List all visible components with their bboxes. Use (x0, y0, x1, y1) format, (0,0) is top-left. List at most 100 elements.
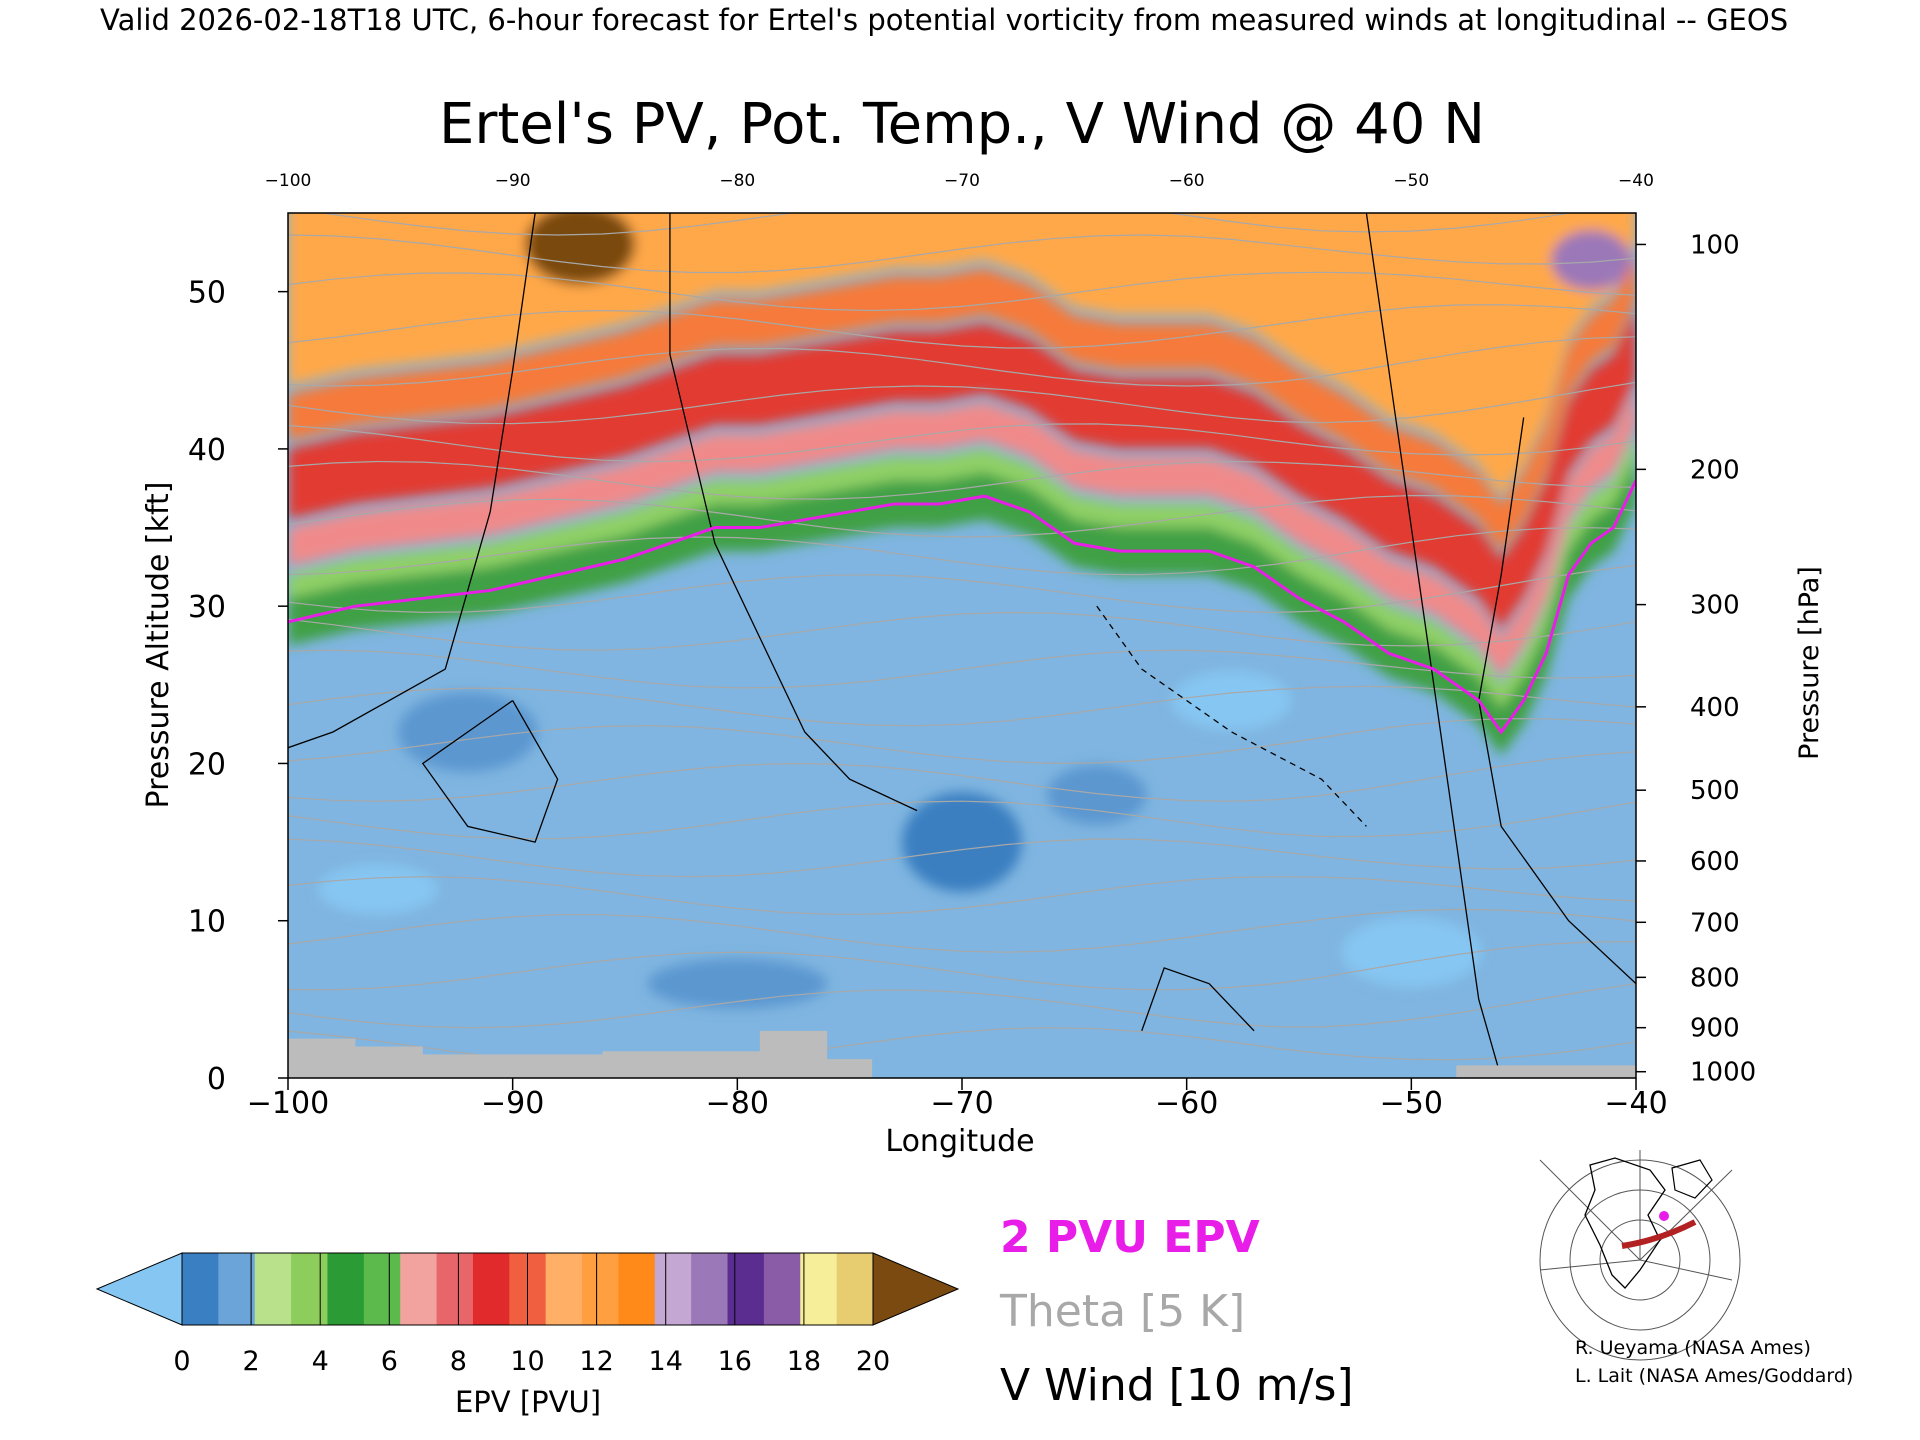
colorbar-segment-16 (763, 1253, 801, 1325)
colorbar-segment-12 (618, 1253, 656, 1325)
north-america-outline (1584, 1157, 1666, 1289)
theta-contours (288, 213, 1636, 1066)
y-tick-label-1: 10 (188, 905, 226, 940)
colorbar-tick-label-0: 0 (173, 1346, 190, 1377)
x-tick-label-3: −70 (930, 1086, 993, 1121)
x-tick-label-0: −100 (247, 1086, 329, 1121)
colorbar-segment-0 (182, 1253, 219, 1325)
theta-line-1 (288, 983, 1636, 1029)
axes: −100 −100 −90 −90 −80 −80 −70 −70 −60 −60 −50 −50 −4… (188, 171, 1756, 1121)
colorbar-segment-13 (654, 1253, 692, 1325)
epv-trop-patch-2 (1171, 670, 1292, 731)
x-axis-label: Longitude (885, 1124, 1034, 1159)
epv-bands (288, 213, 1636, 1009)
colorbar-segment-5 (363, 1253, 401, 1325)
theta-line-12 (288, 564, 1636, 614)
colorbar-segment-15 (727, 1253, 765, 1325)
y-axis-label: Pressure Altitude [kft] (141, 482, 176, 809)
theta-line-8 (288, 718, 1636, 765)
theta-line-10 (288, 649, 1636, 689)
p-tick-label-1: 200 (1690, 455, 1740, 485)
epv-band-3 (288, 307, 1636, 630)
theta-line-9 (288, 685, 1636, 727)
colorbar-tick-label-7: 14 (649, 1346, 683, 1377)
colorbar-under-arrow (95, 1252, 183, 1326)
top-tick-label-2: −80 (719, 171, 755, 191)
p-tick-label-5: 600 (1690, 847, 1740, 877)
colorbar-segment-14 (691, 1253, 729, 1325)
epv-band-0 (288, 456, 1636, 756)
top-tick-label-6: −40 (1618, 171, 1654, 191)
wind-line-3 (288, 213, 536, 749)
colorbar-tick-label-1: 2 (243, 1346, 260, 1377)
colorbar-segment-1 (218, 1253, 256, 1325)
epv-band-2 (288, 386, 1636, 677)
epv-high-blob-east (1551, 230, 1632, 291)
credit-lait: L. Lait (NASA Ames/Goddard) (1575, 1365, 1853, 1387)
epv-trop-patch-1 (902, 792, 1022, 893)
greenland-outline (1671, 1159, 1713, 1199)
theta-line-20 (288, 271, 1636, 312)
theta-line-19 (288, 304, 1636, 349)
inset-locator-map (1537, 1150, 1741, 1361)
colorbar-tick-label-4: 8 (450, 1346, 467, 1377)
wind-line-2 (1478, 417, 1636, 985)
credit-ueyama: R. Ueyama (NASA Ames) (1575, 1337, 1811, 1359)
p-tick-label-2: 300 (1690, 591, 1740, 621)
theta-line-22 (317, 213, 1573, 236)
epv-trop-patch-4 (317, 864, 438, 915)
legend: 2 PVU EPV Theta [5 K] V Wind [10 m/s] (999, 1212, 1354, 1411)
colorbar-segment-17 (800, 1253, 838, 1325)
y-tick-label-3: 30 (188, 590, 226, 625)
theta-line-5 (288, 838, 1636, 878)
top-tick-label-5: −50 (1393, 171, 1429, 191)
wind-line-0 (669, 213, 918, 812)
cross-section-track (1621, 1219, 1697, 1249)
colorbar-segment-10 (545, 1253, 583, 1325)
theta-line-15 (288, 460, 1636, 500)
theta-line-13 (288, 527, 1636, 576)
y-tick-label-5: 50 (188, 276, 226, 311)
terrain-polygon (288, 1030, 1636, 1078)
colorbar-tick-label-10: 20 (856, 1346, 890, 1377)
chart-title: Ertel's PV, Pot. Temp., V Wind @ 40 N (439, 92, 1485, 157)
theta-line-3 (288, 908, 1636, 953)
p-tick-label-3: 400 (1690, 693, 1740, 723)
epv-field (288, 213, 1636, 1078)
forecast-header: Valid 2026-02-18T18 UTC, 6-hour forecast… (100, 3, 1788, 37)
colorbar-tick-label-6: 12 (579, 1346, 613, 1377)
top-tick-label-0: −100 (265, 171, 312, 191)
x-tick-label-2: −80 (706, 1086, 769, 1121)
epv-band-4 (288, 252, 1636, 552)
p-tick-label-4: 500 (1690, 776, 1740, 806)
legend-wind: V Wind [10 m/s] (1000, 1360, 1354, 1411)
top-tick-label-3: −70 (944, 171, 980, 191)
x-tick-label-1: −90 (481, 1086, 544, 1121)
location-marker (1659, 1211, 1669, 1221)
theta-line-17 (288, 381, 1636, 425)
colorbar-segment-2 (254, 1253, 292, 1325)
top-tick-label-1: −90 (495, 171, 531, 191)
colorbar-segment-18 (836, 1253, 874, 1325)
wind-line-5 (421, 700, 559, 843)
colorbar-label: EPV [PVU] (455, 1385, 601, 1419)
theta-line-11 (288, 611, 1636, 651)
theta-line-4 (288, 876, 1636, 915)
colorbar-tick-label-2: 4 (312, 1346, 329, 1377)
wind-line-1 (1365, 213, 1502, 1078)
colorbar-segment-11 (582, 1253, 619, 1325)
legend-theta: Theta [5 K] (999, 1286, 1245, 1337)
top-tick-label-4: −60 (1169, 171, 1205, 191)
colorbar-segment-3 (291, 1253, 328, 1325)
colorbar-tick-label-9: 18 (787, 1346, 821, 1377)
colorbar-tick-label-8: 16 (718, 1346, 752, 1377)
theta-line-16 (288, 423, 1636, 463)
theta-line-2 (288, 941, 1636, 991)
colorbar-segment-8 (472, 1253, 510, 1325)
tropopause-2pvu-line (288, 479, 1636, 735)
colorbar-segments (181, 1252, 874, 1326)
colorbar-tick-labels: 0 2 4 6 8 10 12 14 16 18 20 (173, 1346, 890, 1377)
colorbar-tick-label-3: 6 (381, 1346, 398, 1377)
epv-high-blob (525, 213, 636, 285)
